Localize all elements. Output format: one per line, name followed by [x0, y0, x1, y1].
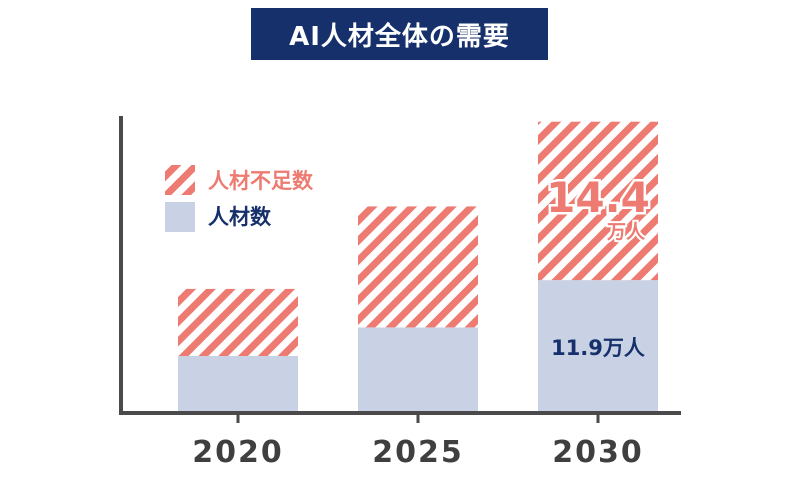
bar-workforce-2030: [538, 280, 658, 411]
bar-workforce-2020: [178, 356, 298, 411]
bar-workforce-2025: [358, 327, 478, 411]
legend-shortage-swatch: [165, 165, 195, 195]
bars-group: [178, 121, 658, 411]
x-tick-label-2030: 2030: [552, 435, 644, 470]
x-tick-label-2020: 2020: [192, 435, 284, 470]
x-ticks: [236, 413, 600, 423]
bar-shortage-2030: [538, 121, 658, 281]
shortage-2030-unit-label: 万人: [606, 221, 646, 243]
x-tick-labels: 2020 2025 2030: [192, 435, 644, 470]
legend-shortage-label: 人材不足数: [208, 169, 314, 193]
shortage-2030-value-label: 14.4: [546, 173, 650, 222]
bar-shortage-2025: [358, 206, 478, 328]
legend-workforce-label: 人材数: [208, 205, 272, 229]
legend-workforce-swatch: [165, 202, 195, 232]
bar-shortage-2020: [178, 288, 298, 356]
chart-title: AI人材全体の需要: [251, 8, 548, 60]
x-tick-label-2025: 2025: [372, 435, 464, 470]
workforce-2030-value-label: 11.9万人: [551, 336, 645, 360]
